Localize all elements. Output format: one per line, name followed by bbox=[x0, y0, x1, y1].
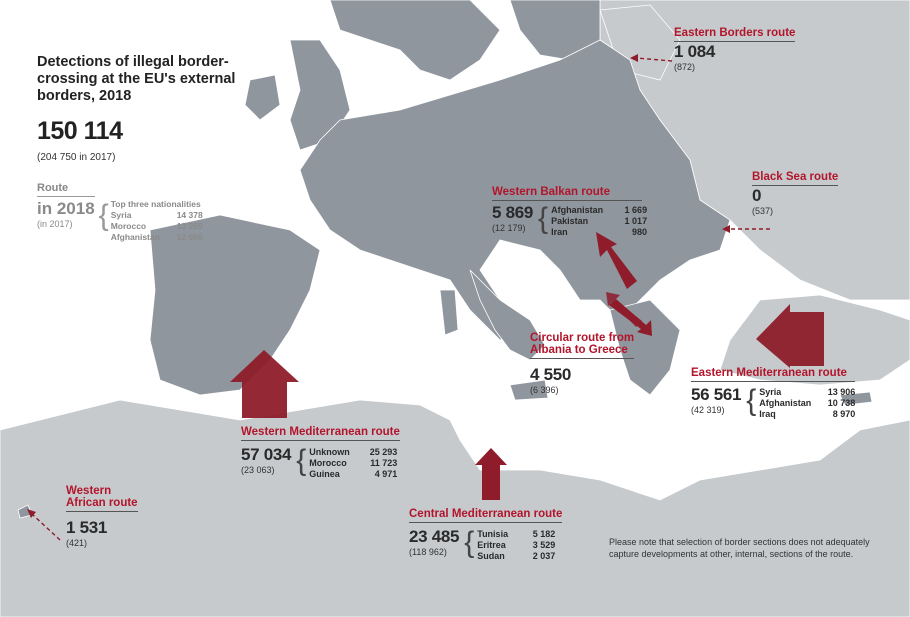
footnote: Please note that selection of border sec… bbox=[609, 537, 870, 559]
eastern-med-arrow bbox=[756, 304, 824, 368]
legend-heading: Route bbox=[37, 182, 95, 197]
western-balkan-route: Western Balkan route 5 869 (12 179) { Af… bbox=[492, 186, 647, 238]
route-value: 0 bbox=[752, 186, 762, 205]
circular-route: Circular route from Albania to Greece 4 … bbox=[530, 332, 635, 395]
route-previous: (872) bbox=[674, 62, 696, 72]
route-title-line2: African route bbox=[66, 497, 138, 512]
eastern-med-route: Eastern Mediterranean route 56 561 (42 3… bbox=[691, 367, 856, 420]
eastern-borders-dashed-arrow bbox=[635, 57, 673, 62]
nationality-row: Iran 980 bbox=[551, 227, 648, 237]
legend-nationality-row: Afghanistan 12 666 bbox=[110, 232, 203, 242]
nationality-row: Sudan 2 037 bbox=[477, 551, 556, 561]
western-african-route: Western African route 1 531 (421) bbox=[66, 485, 138, 548]
route-previous: (6 396) bbox=[530, 385, 559, 395]
nationality-row: Afghanistan 1 669 bbox=[551, 205, 648, 215]
route-value: 56 561 bbox=[691, 385, 742, 404]
route-title: Eastern Mediterranean route bbox=[691, 367, 856, 382]
brace: { bbox=[746, 384, 757, 417]
route-value: 4 550 bbox=[530, 365, 572, 384]
route-title-line1: Circular route from bbox=[530, 332, 635, 344]
nationality-row: Morocco 11 723 bbox=[309, 458, 398, 468]
legend-nationality-row: Syria 14 378 bbox=[110, 210, 203, 220]
legend-nationalities-heading: Top three nationalities bbox=[110, 199, 201, 209]
route-value: 5 869 bbox=[492, 203, 534, 222]
nationality-row: Tunisia 5 182 bbox=[477, 529, 556, 539]
route-previous: (118 962) bbox=[409, 547, 447, 557]
western-balkan-arrow bbox=[596, 232, 637, 289]
nationality-row: Syria 13 906 bbox=[759, 387, 856, 397]
western-med-route: Western Mediterranean route 57 034 (23 0… bbox=[241, 426, 400, 480]
route-value: 23 485 bbox=[409, 527, 460, 546]
route-value: 57 034 bbox=[241, 445, 292, 464]
western-african-dashed-arrow bbox=[31, 513, 61, 541]
nationality-row: Guinea 4 971 bbox=[309, 469, 398, 479]
route-title-line1: Western bbox=[66, 485, 112, 497]
route-previous: (12 179) bbox=[492, 223, 526, 233]
brace: { bbox=[296, 444, 307, 477]
central-med-route: Central Mediterranean route 23 485 (118 … bbox=[409, 508, 563, 562]
total-value: 150 114 bbox=[37, 117, 123, 145]
route-title: Central Mediterranean route bbox=[409, 508, 563, 523]
legend-brace: { bbox=[98, 199, 109, 232]
brace: { bbox=[538, 202, 549, 235]
route-previous: (421) bbox=[66, 538, 88, 548]
legend-nationality-row: Morocco 13 269 bbox=[110, 221, 203, 231]
nationality-row: Iraq 8 970 bbox=[759, 409, 856, 419]
route-title: Western Mediterranean route bbox=[241, 426, 400, 441]
route-title: Black Sea route bbox=[752, 171, 839, 186]
black-sea-arrowhead bbox=[722, 225, 730, 233]
black-sea-route: Black Sea route 0 (537) bbox=[752, 171, 839, 216]
route-previous: (537) bbox=[752, 206, 774, 216]
legend: Route in 2018 (in 2017) { Top three nati… bbox=[37, 182, 227, 243]
western-med-arrow bbox=[230, 350, 299, 418]
nationality-row: Pakistan 1 017 bbox=[551, 216, 648, 226]
legend-prev-label: (in 2017) bbox=[37, 219, 73, 229]
legend-year-label: in 2018 bbox=[37, 199, 95, 218]
route-previous: (23 063) bbox=[241, 465, 275, 475]
route-title-line2: Albania to Greece bbox=[530, 344, 635, 359]
route-title: Eastern Borders route bbox=[674, 27, 796, 42]
brace: { bbox=[464, 526, 475, 559]
nationality-row: Unknown 25 293 bbox=[309, 447, 398, 457]
route-title: Western Balkan route bbox=[492, 186, 642, 201]
eastern-borders-route: Eastern Borders route 1 084 (872) bbox=[674, 27, 796, 72]
western-african-arrowhead bbox=[27, 509, 36, 518]
route-value: 1 084 bbox=[674, 42, 716, 61]
total-previous: (204 750 in 2017) bbox=[37, 152, 116, 163]
nationality-row: Eritrea 3 529 bbox=[477, 540, 556, 550]
nationality-row: Afghanistan 10 738 bbox=[759, 398, 856, 408]
route-previous: (42 319) bbox=[691, 405, 725, 415]
central-med-arrow bbox=[475, 448, 507, 500]
map-title: Detections of illegal border-crossing at… bbox=[37, 54, 236, 104]
route-value: 1 531 bbox=[66, 518, 108, 537]
eastern-borders-arrowhead bbox=[630, 54, 638, 62]
circular-arrow-up bbox=[606, 292, 642, 327]
